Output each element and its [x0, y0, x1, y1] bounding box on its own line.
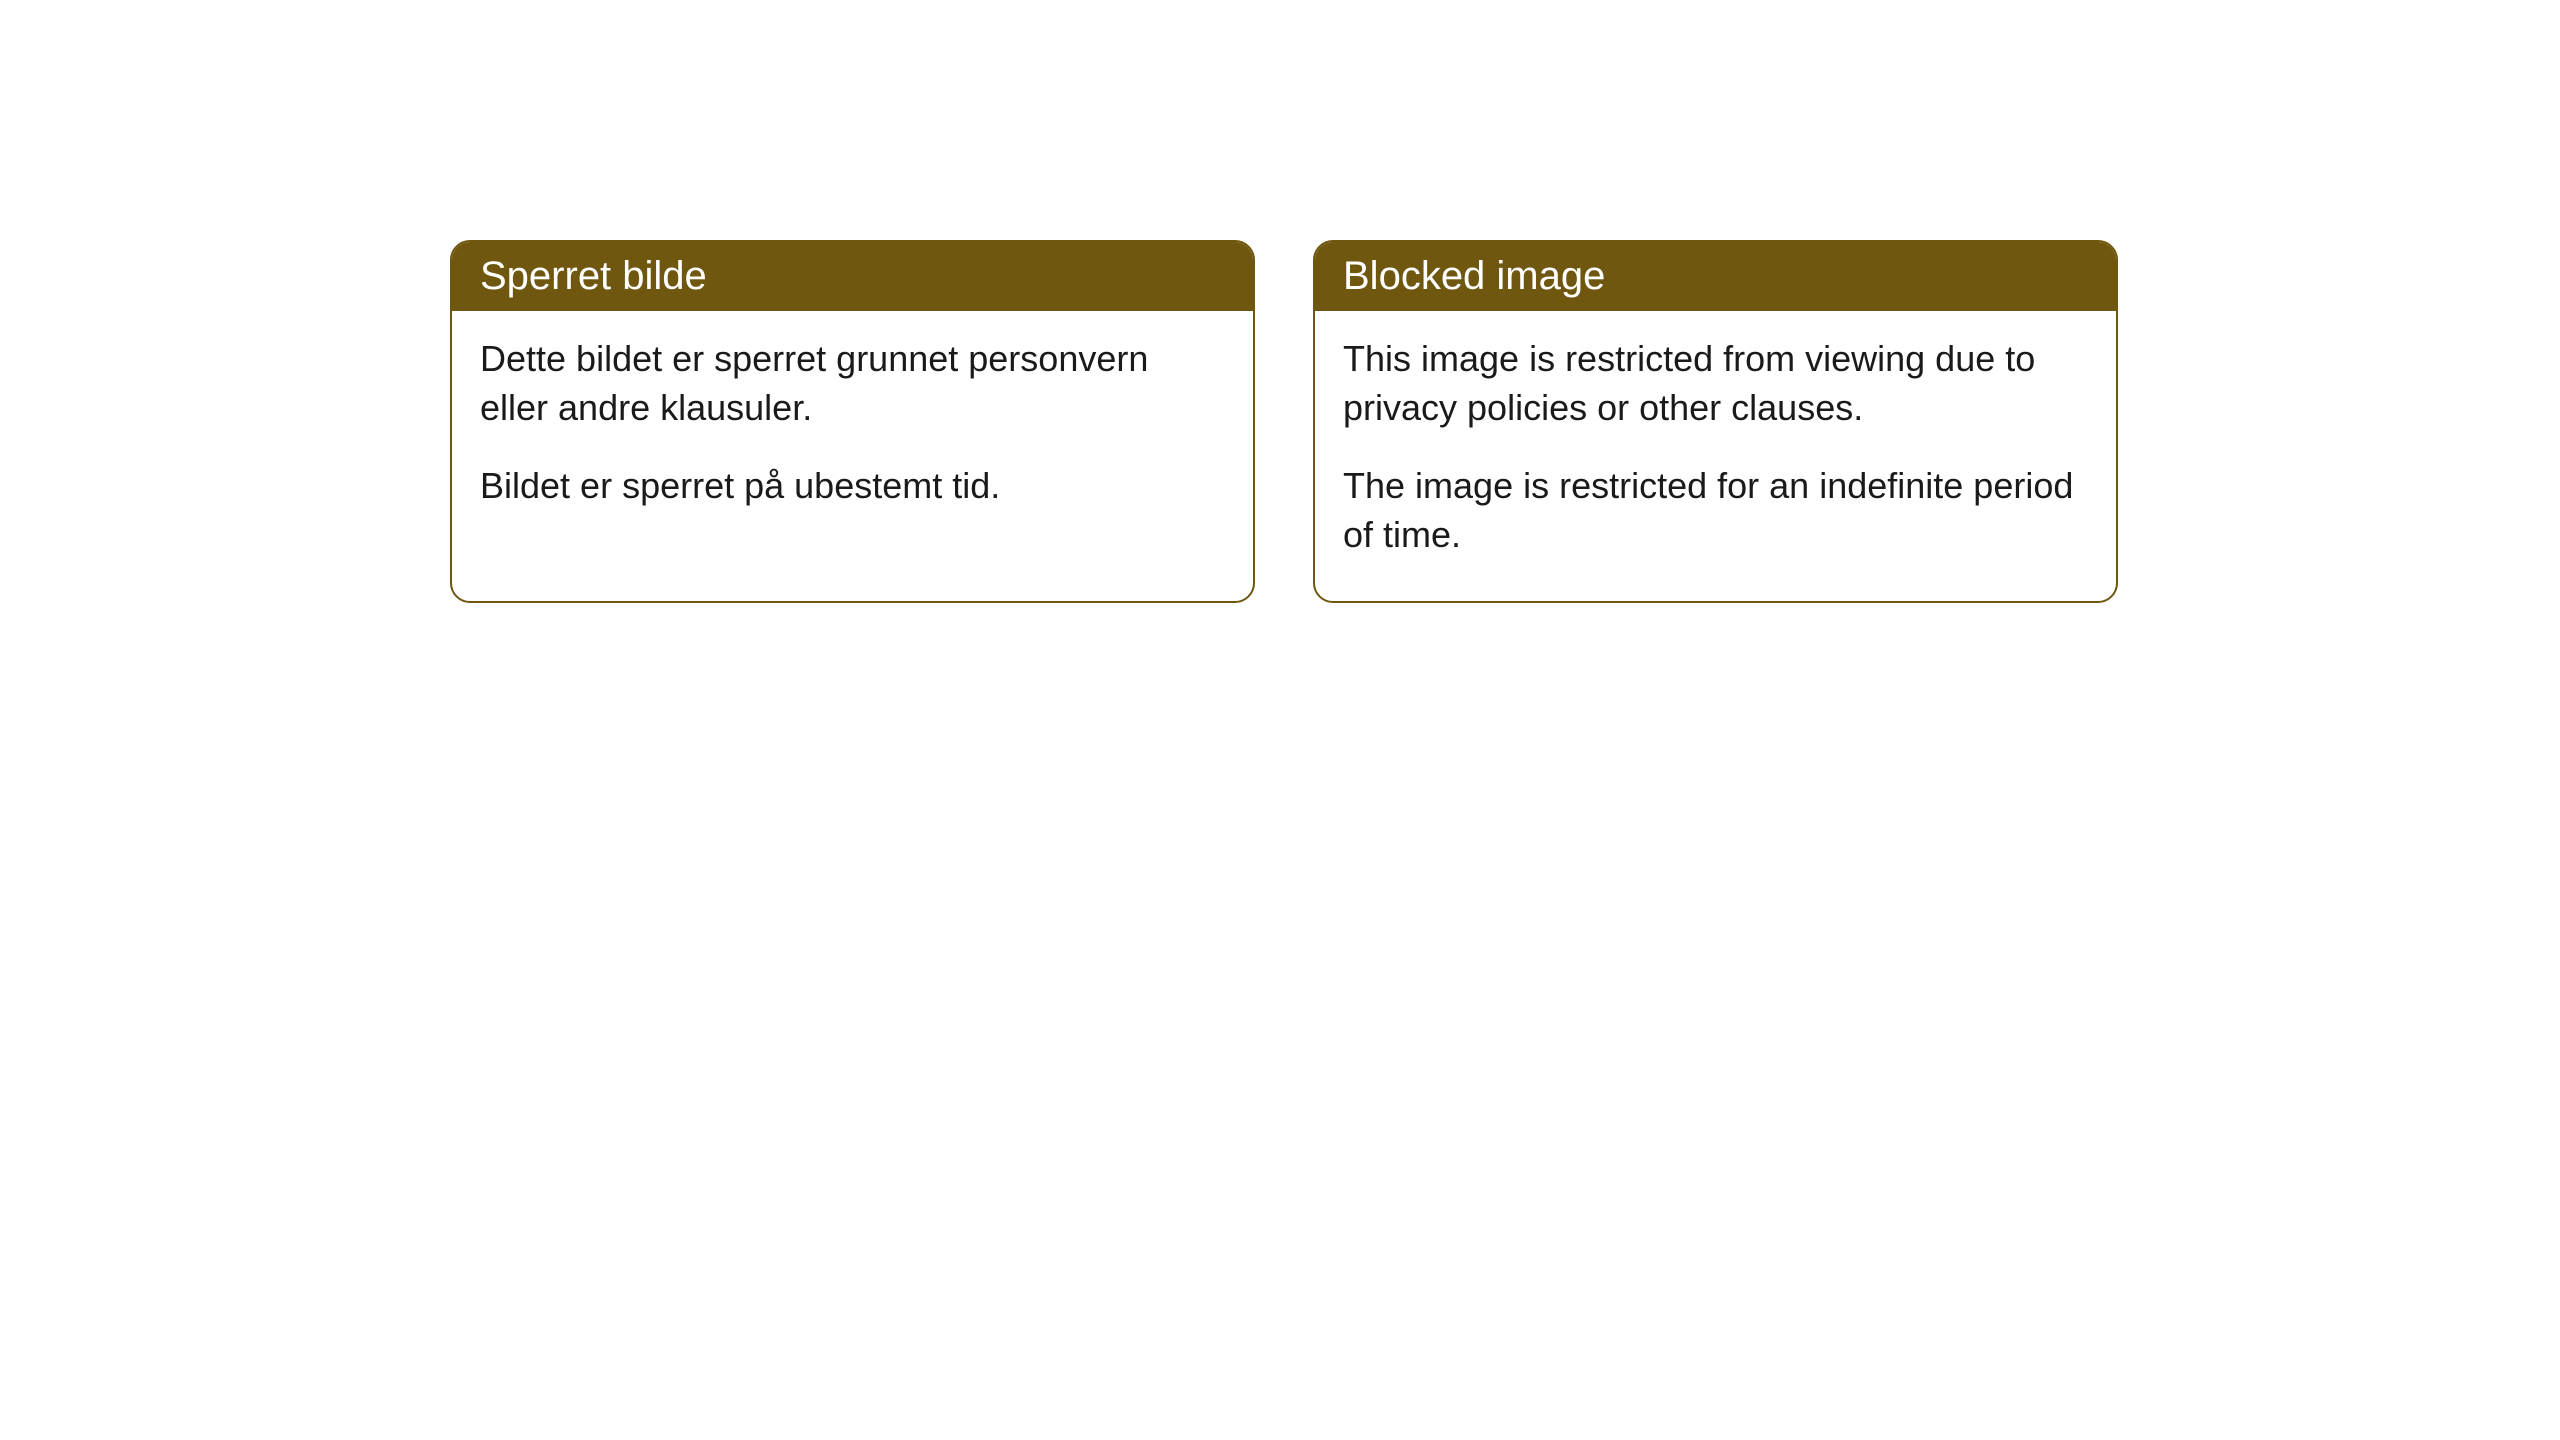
cards-container: Sperret bilde Dette bildet er sperret gr…: [450, 240, 2118, 603]
card-text-no-1: Dette bildet er sperret grunnet personve…: [480, 335, 1225, 432]
card-text-no-2: Bildet er sperret på ubestemt tid.: [480, 462, 1225, 511]
card-header-no: Sperret bilde: [452, 242, 1253, 311]
card-body-en: This image is restricted from viewing du…: [1315, 311, 2116, 601]
card-header-en: Blocked image: [1315, 242, 2116, 311]
card-body-no: Dette bildet er sperret grunnet personve…: [452, 311, 1253, 553]
card-text-en-2: The image is restricted for an indefinit…: [1343, 462, 2088, 559]
card-text-en-1: This image is restricted from viewing du…: [1343, 335, 2088, 432]
blocked-image-card-en: Blocked image This image is restricted f…: [1313, 240, 2118, 603]
blocked-image-card-no: Sperret bilde Dette bildet er sperret gr…: [450, 240, 1255, 603]
